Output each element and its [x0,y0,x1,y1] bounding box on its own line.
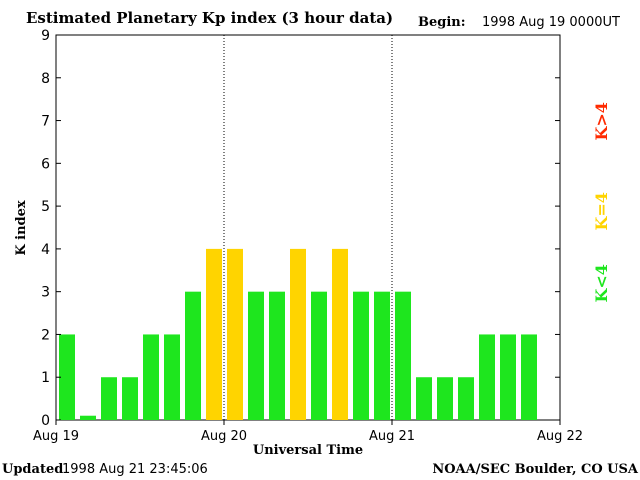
begin-label: Begin: [418,15,466,30]
kp-bar [374,291,390,420]
bar-group [59,248,537,420]
kp-bar [332,248,348,420]
kp-bar [395,291,411,420]
y-tick-label: 2 [41,327,50,343]
y-tick-label: 4 [41,242,50,258]
data-source: NOAA/SEC Boulder, CO USA [432,462,638,477]
y-tick-label: 3 [41,285,50,301]
day-divider-group [223,35,393,420]
kp-bar [143,334,159,420]
kp-bar [227,248,243,420]
kp-bar [185,291,201,420]
updated-value: 1998 Aug 21 23:45:06 [62,462,208,477]
kp-bar [80,415,96,420]
plot-frame [55,34,561,421]
y-tick-label: 1 [41,370,50,386]
kp-bar [290,248,306,420]
kp-bar [206,248,222,420]
y-tick-label: 6 [41,156,50,172]
y-tick-label: 7 [41,114,50,130]
updated-label: Updated [2,462,64,477]
y-tick-label: 5 [41,199,50,215]
kp-bar [437,377,453,420]
x-axis-label: Universal Time [253,443,363,458]
kp-bar [521,334,537,420]
kp-bar [500,334,516,420]
kp-bar [122,377,138,420]
kp-bar [311,291,327,420]
kp-bar [416,377,432,420]
y-tick-label: 9 [41,28,50,44]
x-tick-label: Aug 22 [537,429,583,444]
kp-bar [59,334,75,420]
kp-bar [269,291,285,420]
kp-bar [164,334,180,420]
y-tick-label: 0 [41,413,50,429]
kp-bar [479,334,495,420]
begin-value: 1998 Aug 19 0000UT [482,15,620,30]
x-tick-label: Aug 19 [33,429,79,444]
y-axis-label: K index [14,200,29,256]
y-axis: 0 1 2 3 4 5 6 7 8 9 [41,28,560,429]
y-tick-label: 8 [41,71,50,87]
legend-k-less-4: K<4 [592,264,611,303]
kp-bar [353,291,369,420]
kp-bar [248,291,264,420]
legend-k-equal-4: K=4 [592,192,611,231]
x-axis: Aug 19 Aug 20 Aug 21 Aug 22 [33,420,583,444]
legend-k-greater-4: K>4 [592,102,611,141]
kp-bar [101,377,117,420]
kp-bar [458,377,474,420]
chart-title: Estimated Planetary Kp index (3 hour dat… [26,9,394,27]
x-tick-label: Aug 20 [201,429,247,444]
x-tick-label: Aug 21 [369,429,415,444]
